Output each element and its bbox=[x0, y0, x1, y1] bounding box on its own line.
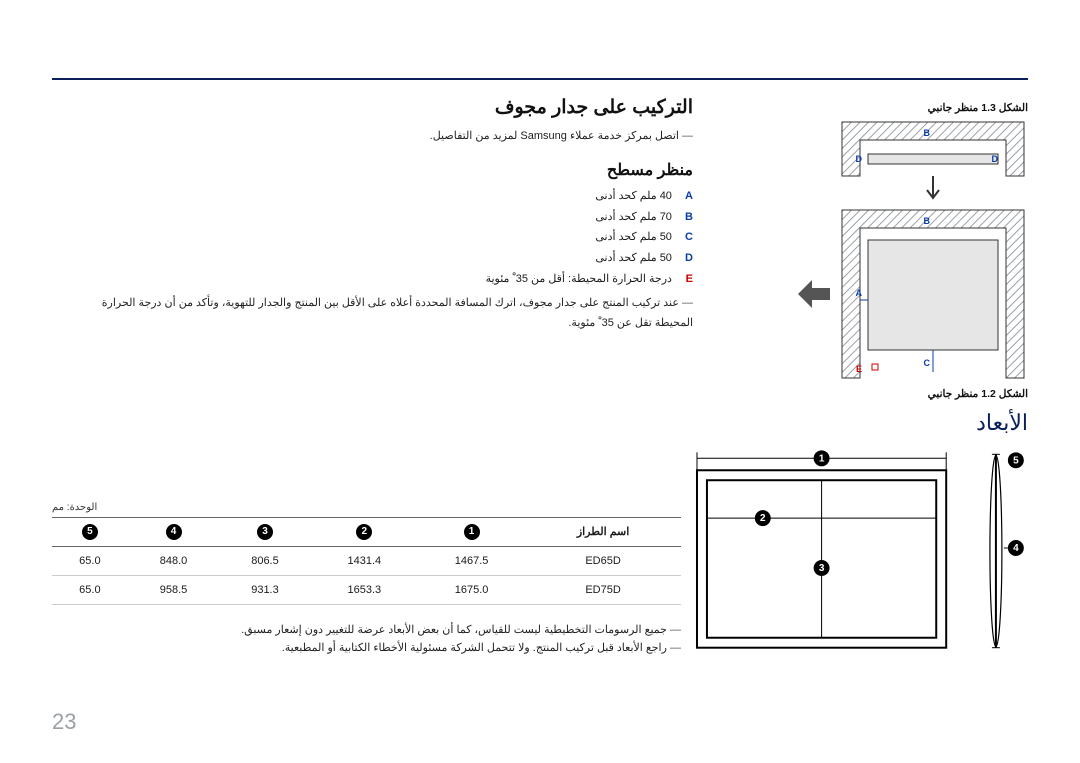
upper-block: الشكل 1.3 منظر جانبي B D bbox=[52, 96, 1028, 404]
label-D-right: D bbox=[992, 154, 999, 164]
cell: 958.5 bbox=[128, 575, 219, 604]
dimensions-section: الأبعاد 5 4 bbox=[52, 410, 1028, 668]
cell-model: ED65D bbox=[525, 546, 681, 575]
th-3: 3 bbox=[219, 517, 310, 546]
table-row: ED75D 1675.0 1653.3 931.3 958.5 65.0 bbox=[52, 575, 681, 604]
spec-key-E: E bbox=[675, 269, 693, 290]
svg-text:2: 2 bbox=[760, 513, 766, 524]
spec-text-C: 50 ملم كحد أدنى bbox=[595, 231, 672, 243]
th-1: 1 bbox=[418, 517, 525, 546]
table-row: ED65D 1467.5 1431.4 806.5 848.0 65.0 bbox=[52, 546, 681, 575]
dims-figs-wrap: الأبعاد 5 4 bbox=[693, 410, 1028, 658]
spec-row-E: E درجة الحرارة المحيطة: أقل من 35 ْ مئوي… bbox=[72, 269, 693, 290]
ambient-note: عند تركيب المنتج على جدار مجوف، اترك الم… bbox=[72, 294, 693, 334]
spec-row-B: B 70 ملم كحد أدنى bbox=[72, 207, 693, 228]
spec-text-E: درجة الحرارة المحيطة: أقل من 35 ْ مئوية bbox=[486, 273, 672, 285]
cell: 65.0 bbox=[52, 546, 128, 575]
cell: 1467.5 bbox=[418, 546, 525, 575]
fig-label-1-2: الشكل 1.2 منظر جانبي bbox=[693, 388, 1028, 400]
dims-figs: 5 4 bbox=[693, 448, 1028, 658]
cell: 1431.4 bbox=[311, 546, 418, 575]
cell: 1653.3 bbox=[311, 575, 418, 604]
label-B-top: B bbox=[924, 128, 931, 138]
spec-key-C: C bbox=[675, 227, 693, 248]
spec-row-D: D 50 ملم كحد أدنى bbox=[72, 248, 693, 269]
dimensions-table: اسم الطراز 1 2 3 4 5 ED65D 1467.5 1431.4 bbox=[52, 517, 681, 605]
spec-row-C: C 50 ملم كحد أدنى bbox=[72, 227, 693, 248]
dimensions-title: الأبعاد bbox=[709, 410, 1028, 436]
content: الشكل 1.3 منظر جانبي B D bbox=[52, 96, 1028, 404]
cell: 806.5 bbox=[219, 546, 310, 575]
figure-side-profile: 5 4 bbox=[968, 448, 1028, 658]
page: الشكل 1.3 منظر جانبي B D bbox=[0, 0, 1080, 763]
cell: 1675.0 bbox=[418, 575, 525, 604]
spec-key-D: D bbox=[675, 248, 693, 269]
page-number: 23 bbox=[52, 709, 76, 735]
cell: 65.0 bbox=[52, 575, 128, 604]
spec-row-A: A 40 ملم كحد أدنى bbox=[72, 186, 693, 207]
th-5: 5 bbox=[52, 517, 128, 546]
dims-head: الأبعاد 5 4 bbox=[52, 410, 1028, 658]
figures-column: الشكل 1.3 منظر جانبي B D bbox=[693, 96, 1028, 404]
heading-indent-install: التركيب على جدار مجوف bbox=[72, 96, 693, 119]
spec-text-D: 50 ملم كحد أدنى bbox=[595, 252, 672, 264]
th-model: اسم الطراز bbox=[525, 517, 681, 546]
figure-1-3-top-view: B D D bbox=[838, 118, 1028, 204]
cell-model: ED75D bbox=[525, 575, 681, 604]
label-A: A bbox=[856, 288, 863, 298]
spec-list: A 40 ملم كحد أدنى B 70 ملم كحد أدنى C 50… bbox=[72, 186, 693, 290]
unit-label: الوحدة: مم bbox=[52, 502, 681, 513]
dims-grid: الوحدة: مم اسم الطراز 1 2 3 4 5 bbox=[52, 502, 693, 658]
label-B2: B bbox=[924, 216, 931, 226]
text-column: التركيب على جدار مجوف اتصل بمركز خدمة عم… bbox=[52, 96, 693, 404]
fig-1-2-row: B A C E bbox=[693, 206, 1028, 382]
label-E: E bbox=[856, 364, 862, 374]
figure-front-view: 1 2 3 bbox=[693, 448, 950, 658]
arrow-left-icon bbox=[796, 276, 832, 312]
heading-flat-view: منظر مسطح bbox=[72, 160, 693, 180]
spec-key-B: B bbox=[675, 207, 693, 228]
svg-text:3: 3 bbox=[819, 563, 825, 574]
footnote-2: راجع الأبعاد قبل تركيب المنتج. ولا تتحمل… bbox=[52, 639, 681, 658]
spec-key-A: A bbox=[675, 186, 693, 207]
cell: 848.0 bbox=[128, 546, 219, 575]
label-D-left: D bbox=[856, 154, 863, 164]
fig-label-1-3: الشكل 1.3 منظر جانبي bbox=[693, 102, 1028, 114]
svg-text:4: 4 bbox=[1013, 543, 1019, 554]
label-C: C bbox=[924, 358, 931, 368]
table-header-row: اسم الطراز 1 2 3 4 5 bbox=[52, 517, 681, 546]
cell: 931.3 bbox=[219, 575, 310, 604]
spec-text-B: 70 ملم كحد أدنى bbox=[595, 211, 672, 223]
svg-text:1: 1 bbox=[819, 453, 825, 464]
figure-1-2-side-view: B A C E bbox=[838, 206, 1028, 382]
top-rule bbox=[52, 78, 1028, 80]
table-footnotes: جميع الرسومات التخطيطية ليست للقياس، كما… bbox=[52, 621, 681, 658]
th-2: 2 bbox=[311, 517, 418, 546]
spec-text-A: 40 ملم كحد أدنى bbox=[595, 190, 672, 202]
th-4: 4 bbox=[128, 517, 219, 546]
contact-note: اتصل بمركز خدمة عملاء Samsung لمزيد من ا… bbox=[72, 127, 693, 146]
svg-text:5: 5 bbox=[1013, 455, 1019, 466]
footnote-1: جميع الرسومات التخطيطية ليست للقياس، كما… bbox=[52, 621, 681, 640]
